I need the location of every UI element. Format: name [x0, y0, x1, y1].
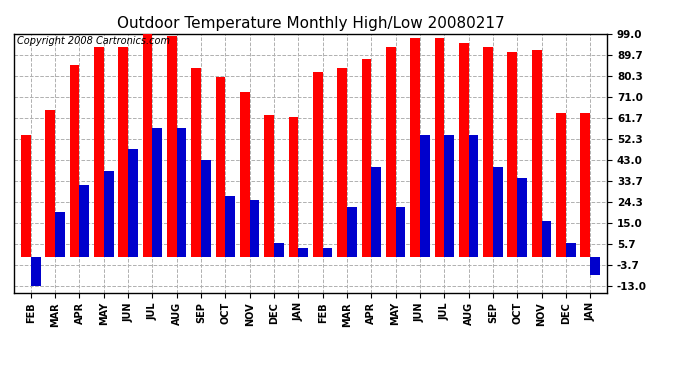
Bar — [362, 58, 371, 256]
Bar — [493, 166, 502, 256]
Bar — [70, 65, 79, 256]
Bar — [298, 248, 308, 256]
Bar — [483, 47, 493, 256]
Bar — [542, 220, 551, 256]
Bar — [167, 36, 177, 256]
Bar — [216, 76, 226, 256]
Bar — [323, 248, 333, 256]
Bar — [347, 207, 357, 256]
Bar — [395, 207, 405, 256]
Bar — [274, 243, 284, 256]
Bar — [580, 112, 590, 256]
Bar — [79, 184, 89, 256]
Bar — [288, 117, 298, 256]
Bar — [264, 115, 274, 256]
Bar — [371, 166, 381, 256]
Bar — [128, 148, 138, 256]
Bar — [337, 68, 347, 256]
Bar — [532, 50, 542, 256]
Bar — [55, 211, 65, 256]
Bar — [435, 38, 444, 256]
Bar — [104, 171, 114, 256]
Bar — [507, 52, 518, 257]
Bar — [177, 128, 186, 256]
Bar — [411, 38, 420, 256]
Bar — [119, 47, 128, 256]
Bar — [152, 128, 162, 256]
Bar — [386, 47, 395, 256]
Bar — [518, 178, 527, 256]
Bar — [143, 29, 152, 256]
Bar — [46, 110, 55, 256]
Bar — [566, 243, 575, 256]
Bar — [590, 256, 600, 274]
Bar — [94, 47, 104, 256]
Bar — [420, 135, 430, 256]
Bar — [21, 135, 31, 256]
Bar — [556, 112, 566, 256]
Bar — [240, 92, 250, 256]
Title: Outdoor Temperature Monthly High/Low 20080217: Outdoor Temperature Monthly High/Low 200… — [117, 16, 504, 31]
Bar — [250, 200, 259, 256]
Bar — [313, 72, 323, 256]
Bar — [226, 196, 235, 256]
Bar — [201, 160, 210, 256]
Bar — [469, 135, 478, 256]
Text: Copyright 2008 Cartronics.com: Copyright 2008 Cartronics.com — [17, 36, 170, 46]
Bar — [31, 256, 41, 286]
Bar — [191, 68, 201, 256]
Bar — [459, 43, 469, 256]
Bar — [444, 135, 454, 256]
